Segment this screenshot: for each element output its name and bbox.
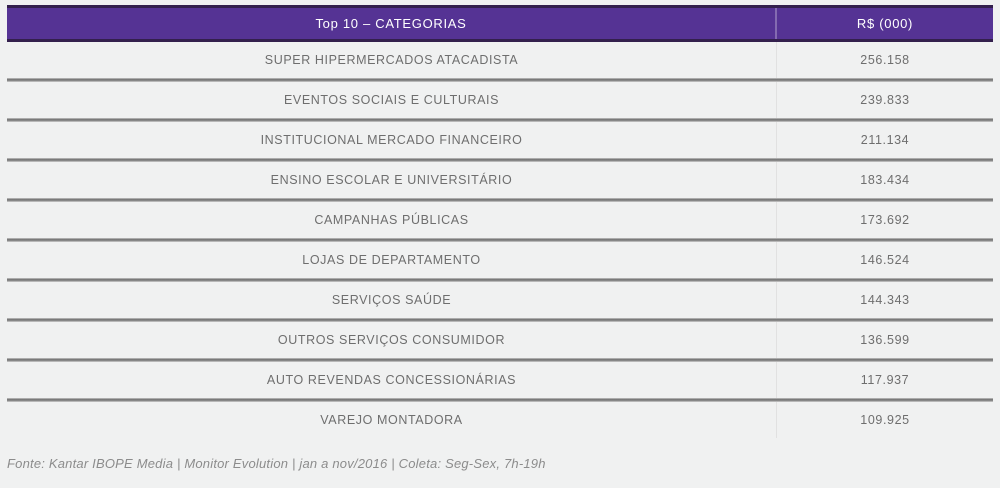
value-cell: 239.833 (860, 93, 910, 107)
value-cell: 256.158 (860, 53, 910, 67)
table-row: VAREJO MONTADORA 109.925 (7, 402, 993, 438)
value-cell: 211.134 (860, 133, 910, 147)
table-row: INSTITUCIONAL MERCADO FINANCEIRO 211.134 (7, 122, 993, 158)
table-header-row: Top 10 – CATEGORIAS R$ (000) (7, 5, 993, 42)
table-row: CAMPANHAS PÚBLICAS 173.692 (7, 202, 993, 238)
category-cell: ENSINO ESCOLAR E UNIVERSITÁRIO (7, 162, 777, 198)
table-row: ENSINO ESCOLAR E UNIVERSITÁRIO 183.434 (7, 162, 993, 198)
category-cell: LOJAS DE DEPARTAMENTO (7, 242, 777, 278)
value-cell: 117.937 (860, 373, 910, 387)
row-separator (7, 398, 993, 402)
category-cell: CAMPANHAS PÚBLICAS (7, 202, 777, 238)
category-cell: OUTROS SERVIÇOS CONSUMIDOR (7, 322, 777, 358)
table-row: SUPER HIPERMERCADOS ATACADISTA 256.158 (7, 42, 993, 78)
header-value-label: R$ (000) (856, 16, 914, 31)
table-row: EVENTOS SOCIAIS E CULTURAIS 239.833 (7, 82, 993, 118)
value-cell: 144.343 (860, 293, 910, 307)
row-separator (7, 318, 993, 322)
category-cell: EVENTOS SOCIAIS E CULTURAIS (7, 82, 777, 118)
category-cell: AUTO REVENDAS CONCESSIONÁRIAS (7, 362, 777, 398)
row-separator (7, 118, 993, 122)
value-cell: 183.434 (860, 173, 910, 187)
value-cell: 146.524 (860, 253, 910, 267)
category-cell: SERVIÇOS SAÚDE (7, 282, 777, 318)
table-row: AUTO REVENDAS CONCESSIONÁRIAS 117.937 (7, 362, 993, 398)
row-separator (7, 358, 993, 362)
table-row: OUTROS SERVIÇOS CONSUMIDOR 136.599 (7, 322, 993, 358)
row-separator (7, 78, 993, 82)
table-row: LOJAS DE DEPARTAMENTO 146.524 (7, 242, 993, 278)
table-row: SERVIÇOS SAÚDE 144.343 (7, 282, 993, 318)
source-note: Fonte: Kantar IBOPE Media | Monitor Evol… (7, 456, 546, 471)
header-category-label: Top 10 – CATEGORIAS (7, 8, 777, 39)
category-cell: INSTITUCIONAL MERCADO FINANCEIRO (7, 122, 777, 158)
value-cell: 109.925 (860, 413, 910, 427)
category-cell: SUPER HIPERMERCADOS ATACADISTA (7, 42, 777, 78)
value-cell: 173.692 (860, 213, 910, 227)
row-separator (7, 198, 993, 202)
row-separator (7, 158, 993, 162)
category-cell: VAREJO MONTADORA (7, 402, 777, 438)
table-body: SUPER HIPERMERCADOS ATACADISTA 256.158 E… (7, 42, 993, 438)
row-separator (7, 278, 993, 282)
top10-categories-table: Top 10 – CATEGORIAS R$ (000) SUPER HIPER… (7, 5, 993, 438)
value-cell: 136.599 (860, 333, 910, 347)
row-separator (7, 238, 993, 242)
